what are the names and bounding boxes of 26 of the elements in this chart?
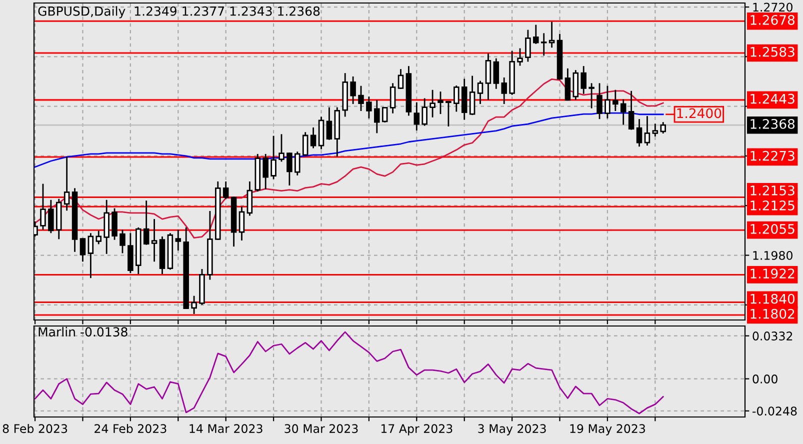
x-tick-label: 17 Apr 2023 (381, 424, 452, 436)
chart-title: GBPUSD,Daily 1.2349 1.2377 1.2343 1.2368 (38, 6, 320, 18)
ref-line-label: 1.2125 (750, 200, 794, 210)
ref-line-label: 1.2055 (750, 224, 794, 234)
x-tick-label: 30 Mar 2023 (284, 424, 358, 434)
x-tick-label: 14 Mar 2023 (190, 424, 262, 434)
y-tick-label: 1.2720 (753, 2, 792, 12)
y-tick-label: -0.0248 (752, 406, 797, 416)
ref-line-label: 1.2153 (750, 185, 794, 196)
ref-line-label: 1.2678 (750, 14, 795, 25)
ref-line-label: 1.1840 (750, 294, 795, 304)
ref-line-label: 1.2273 (750, 150, 794, 161)
x-tick-label: 3 May 2023 (478, 424, 546, 436)
text: 1.2400 (677, 108, 722, 118)
x-tick-label: 19 May 2023 (570, 424, 645, 436)
y-tick-label: 1.1980 (753, 250, 792, 260)
y-tick-label: 0.00 (752, 374, 778, 384)
ref-line-label: 1.2583 (750, 46, 794, 57)
ref-line-label: 1.1922 (750, 268, 794, 279)
x-tick-label: 24 Feb 2023 (94, 424, 166, 434)
x-tick-label: 8 Feb 2023 (2, 424, 68, 434)
ref-line-label: 1.1802 (750, 308, 794, 319)
ref-line-label: 1.2368 (750, 118, 795, 129)
y-tick-label: 0.0332 (752, 332, 792, 340)
chart-title: Marlin -0.0138 (38, 326, 128, 337)
ref-line-label: 1.2443 (750, 94, 794, 104)
